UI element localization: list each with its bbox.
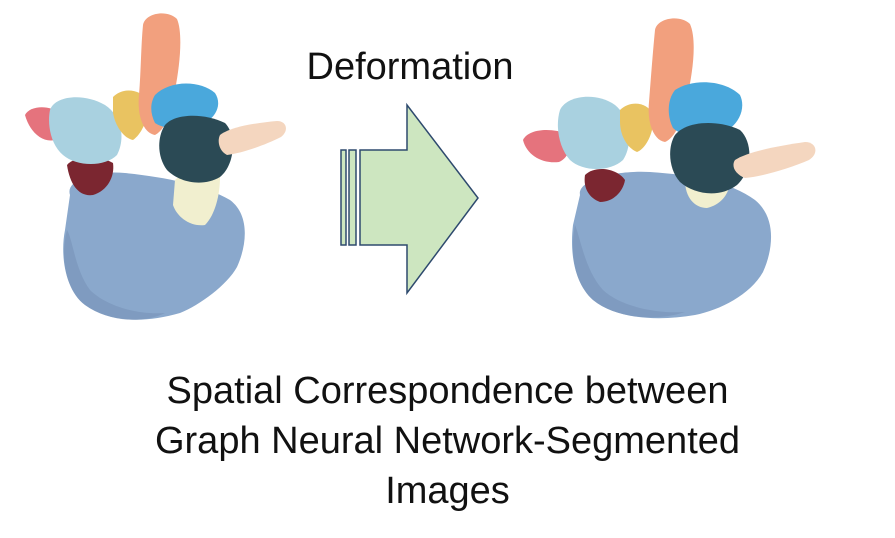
articular-process-lightblue [49, 97, 122, 164]
caption-line-1: Spatial Correspondence between [166, 370, 729, 412]
transverse-process-peach [733, 142, 816, 178]
transverse-process-pink [523, 130, 570, 163]
figure-caption: Spatial Correspondence between Graph Neu… [40, 366, 855, 516]
arrow-tail-bar-2 [348, 149, 357, 246]
vertebra-deformed-image [523, 18, 816, 319]
vertebral-body-shade [64, 230, 165, 320]
vertebral-body [572, 171, 772, 319]
lamina-yellow [620, 103, 654, 152]
pedicle-maroon [584, 168, 625, 202]
articular-process-lightblue [557, 96, 630, 169]
caption-line-2: Graph Neural Network-Segmented [154, 420, 741, 462]
articular-process-darkteal [159, 115, 233, 183]
vertebral-body-shade [572, 225, 685, 318]
articular-process-skyblue [668, 82, 743, 137]
arrow-tail-bar-1 [340, 149, 347, 246]
lamina-cream [173, 172, 220, 226]
arrow-head [359, 102, 479, 296]
caption-line-3: Images [385, 470, 510, 512]
deformation-arrow [340, 102, 479, 296]
pedicle-maroon [67, 157, 114, 196]
vertebra-original-image [25, 13, 286, 320]
articular-process-darkteal [670, 123, 750, 194]
transverse-process-peach [218, 121, 286, 155]
deformation-label: Deformation [306, 46, 514, 88]
